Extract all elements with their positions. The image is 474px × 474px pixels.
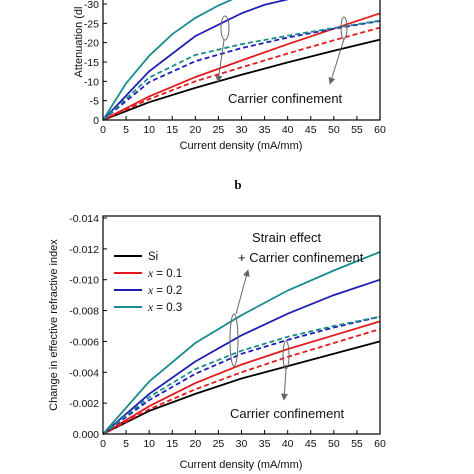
panel-b-y-tick-label: -0.012 xyxy=(69,244,99,256)
panel-a-series-line-2 xyxy=(102,26,381,121)
panel-b-annotation-strain-effect: Strain effect xyxy=(252,230,322,245)
legend-label: x = 0.1 xyxy=(147,268,182,280)
panel-b-series-line-6 xyxy=(102,315,381,435)
panel-a-y-tick-label: -10 xyxy=(84,76,99,88)
legend-label-value: = 0.1 xyxy=(153,268,182,280)
panel-a-annotation-arrows xyxy=(215,15,348,85)
panel-b-y-tick-label: 0.000 xyxy=(73,429,99,441)
panel-a-y-axis-label: Attenuation (dl xyxy=(73,7,85,78)
panel-b-series-line-3 xyxy=(102,278,381,435)
panel-b-x-tick-label: 0 xyxy=(100,438,106,450)
panel-b-y-tick-label: -0.014 xyxy=(69,213,99,225)
panel-b-x-tick-label: 60 xyxy=(374,438,386,450)
panel-b-letter: b xyxy=(234,177,241,192)
panel-b-series-line-4 xyxy=(102,315,381,435)
panel-a-x-tick-label: 10 xyxy=(143,124,155,136)
legend-label: x = 0.2 xyxy=(147,285,182,297)
panel-a-x-tick-label: 15 xyxy=(166,124,178,136)
panel-b-x-tick-label: 30 xyxy=(236,438,248,450)
panel-b-y-axis-label: Change in effective refractive index xyxy=(48,239,60,411)
panel-a-y-tick-label: -30 xyxy=(84,0,99,11)
panel-a-x-tick-label: 5 xyxy=(123,124,129,136)
panel-b-series-line-0 xyxy=(102,340,381,435)
panel-b-annotation-carrier-confinement: Carrier confinement xyxy=(230,406,345,421)
panel-a-y-tick-label: -20 xyxy=(84,38,99,50)
panel-a-x-tick-label: 55 xyxy=(351,124,363,136)
panel-b-x-tick-label: 45 xyxy=(305,438,317,450)
panel-a-series-line-0 xyxy=(102,38,381,121)
panel-b-y-tick-label: -0.002 xyxy=(69,398,99,410)
panel-a-y-tick-label: -25 xyxy=(84,18,99,30)
panel-a-x-tick-label: 0 xyxy=(100,124,106,136)
panel-b-series-line-2 xyxy=(102,328,381,435)
panel-b-series-line-5 xyxy=(102,251,381,435)
panel-a-annotation-carrier-confinement: Carrier confinement xyxy=(228,91,343,106)
panel-b-x-tick-label: 20 xyxy=(189,438,201,450)
panel-b-x-tick-label: 10 xyxy=(143,438,155,450)
panel-b-x-tick-label: 15 xyxy=(166,438,178,450)
panel-b-legend: Six = 0.1x = 0.2x = 0.3 xyxy=(114,251,182,314)
panel-b-x-tick-label: 25 xyxy=(213,438,225,450)
panel-b-x-tick-label: 40 xyxy=(282,438,294,450)
panel-b-y-tick-label: -0.006 xyxy=(69,336,99,348)
panel-a-x-tick-label: 30 xyxy=(236,124,248,136)
panel-b-x-tick-label: 35 xyxy=(259,438,271,450)
panel-b-chart: 0 5 10 15 20 25 30 35 40 45 50 55 60 0.000 -0.002 -0.00… xyxy=(48,213,386,471)
panel-a-y-tick-label: -5 xyxy=(90,96,99,108)
panel-a-x-axis-label: Current density (mA/mm) xyxy=(180,140,303,152)
panel-a-x-tick-label: 35 xyxy=(259,124,271,136)
panel-a-x-tick-label: 50 xyxy=(328,124,340,136)
legend-label-variable: x xyxy=(147,268,154,280)
panel-b-y-tick-label: -0.004 xyxy=(69,367,99,379)
panel-b-y-tick-label: -0.008 xyxy=(69,306,99,318)
legend-label-variable: x xyxy=(147,302,154,314)
panel-b-x-tick-label: 55 xyxy=(351,438,363,450)
panel-a-series-line-3 xyxy=(102,0,288,121)
panel-a-series-line-6 xyxy=(102,19,381,121)
panel-b-annotation-arrows xyxy=(229,269,290,401)
panel-b-x-tick-label: 5 xyxy=(123,438,129,450)
panel-a-x-tick-label: 45 xyxy=(305,124,317,136)
panel-a-y-tick-label: -15 xyxy=(84,57,99,69)
panel-a-x-tick-label: 60 xyxy=(374,124,386,136)
panel-b-x-tick-label: 50 xyxy=(328,438,340,450)
legend-label-variable: x xyxy=(147,285,154,297)
legend-label: Si xyxy=(148,251,158,263)
panel-b-x-axis-label: Current density (mA/mm) xyxy=(180,459,303,471)
legend-label-value: = 0.2 xyxy=(153,285,182,297)
panel-b-annotation-plus-carrier-confinement: + Carrier confinement xyxy=(238,250,364,265)
panel-b-y-tick-label: -0.010 xyxy=(69,275,99,287)
panel-a-series-line-4 xyxy=(102,20,381,121)
legend-label-value: = 0.3 xyxy=(153,302,182,314)
panel-a-chart: 0 5 10 15 20 25 30 35 40 45 50 55 60 0 -5 -10 -15 -20 -25 -… xyxy=(73,0,386,152)
panel-b-series-line-1 xyxy=(102,320,381,435)
panel-a-x-tick-label: 25 xyxy=(213,124,225,136)
panel-a-y-tick-label: 0 xyxy=(93,115,99,127)
panel-a-x-tick-label: 40 xyxy=(282,124,294,136)
panel-a-x-tick-label: 20 xyxy=(189,124,201,136)
legend-label: x = 0.3 xyxy=(147,302,182,314)
panel-a-series-line-5 xyxy=(102,0,233,121)
